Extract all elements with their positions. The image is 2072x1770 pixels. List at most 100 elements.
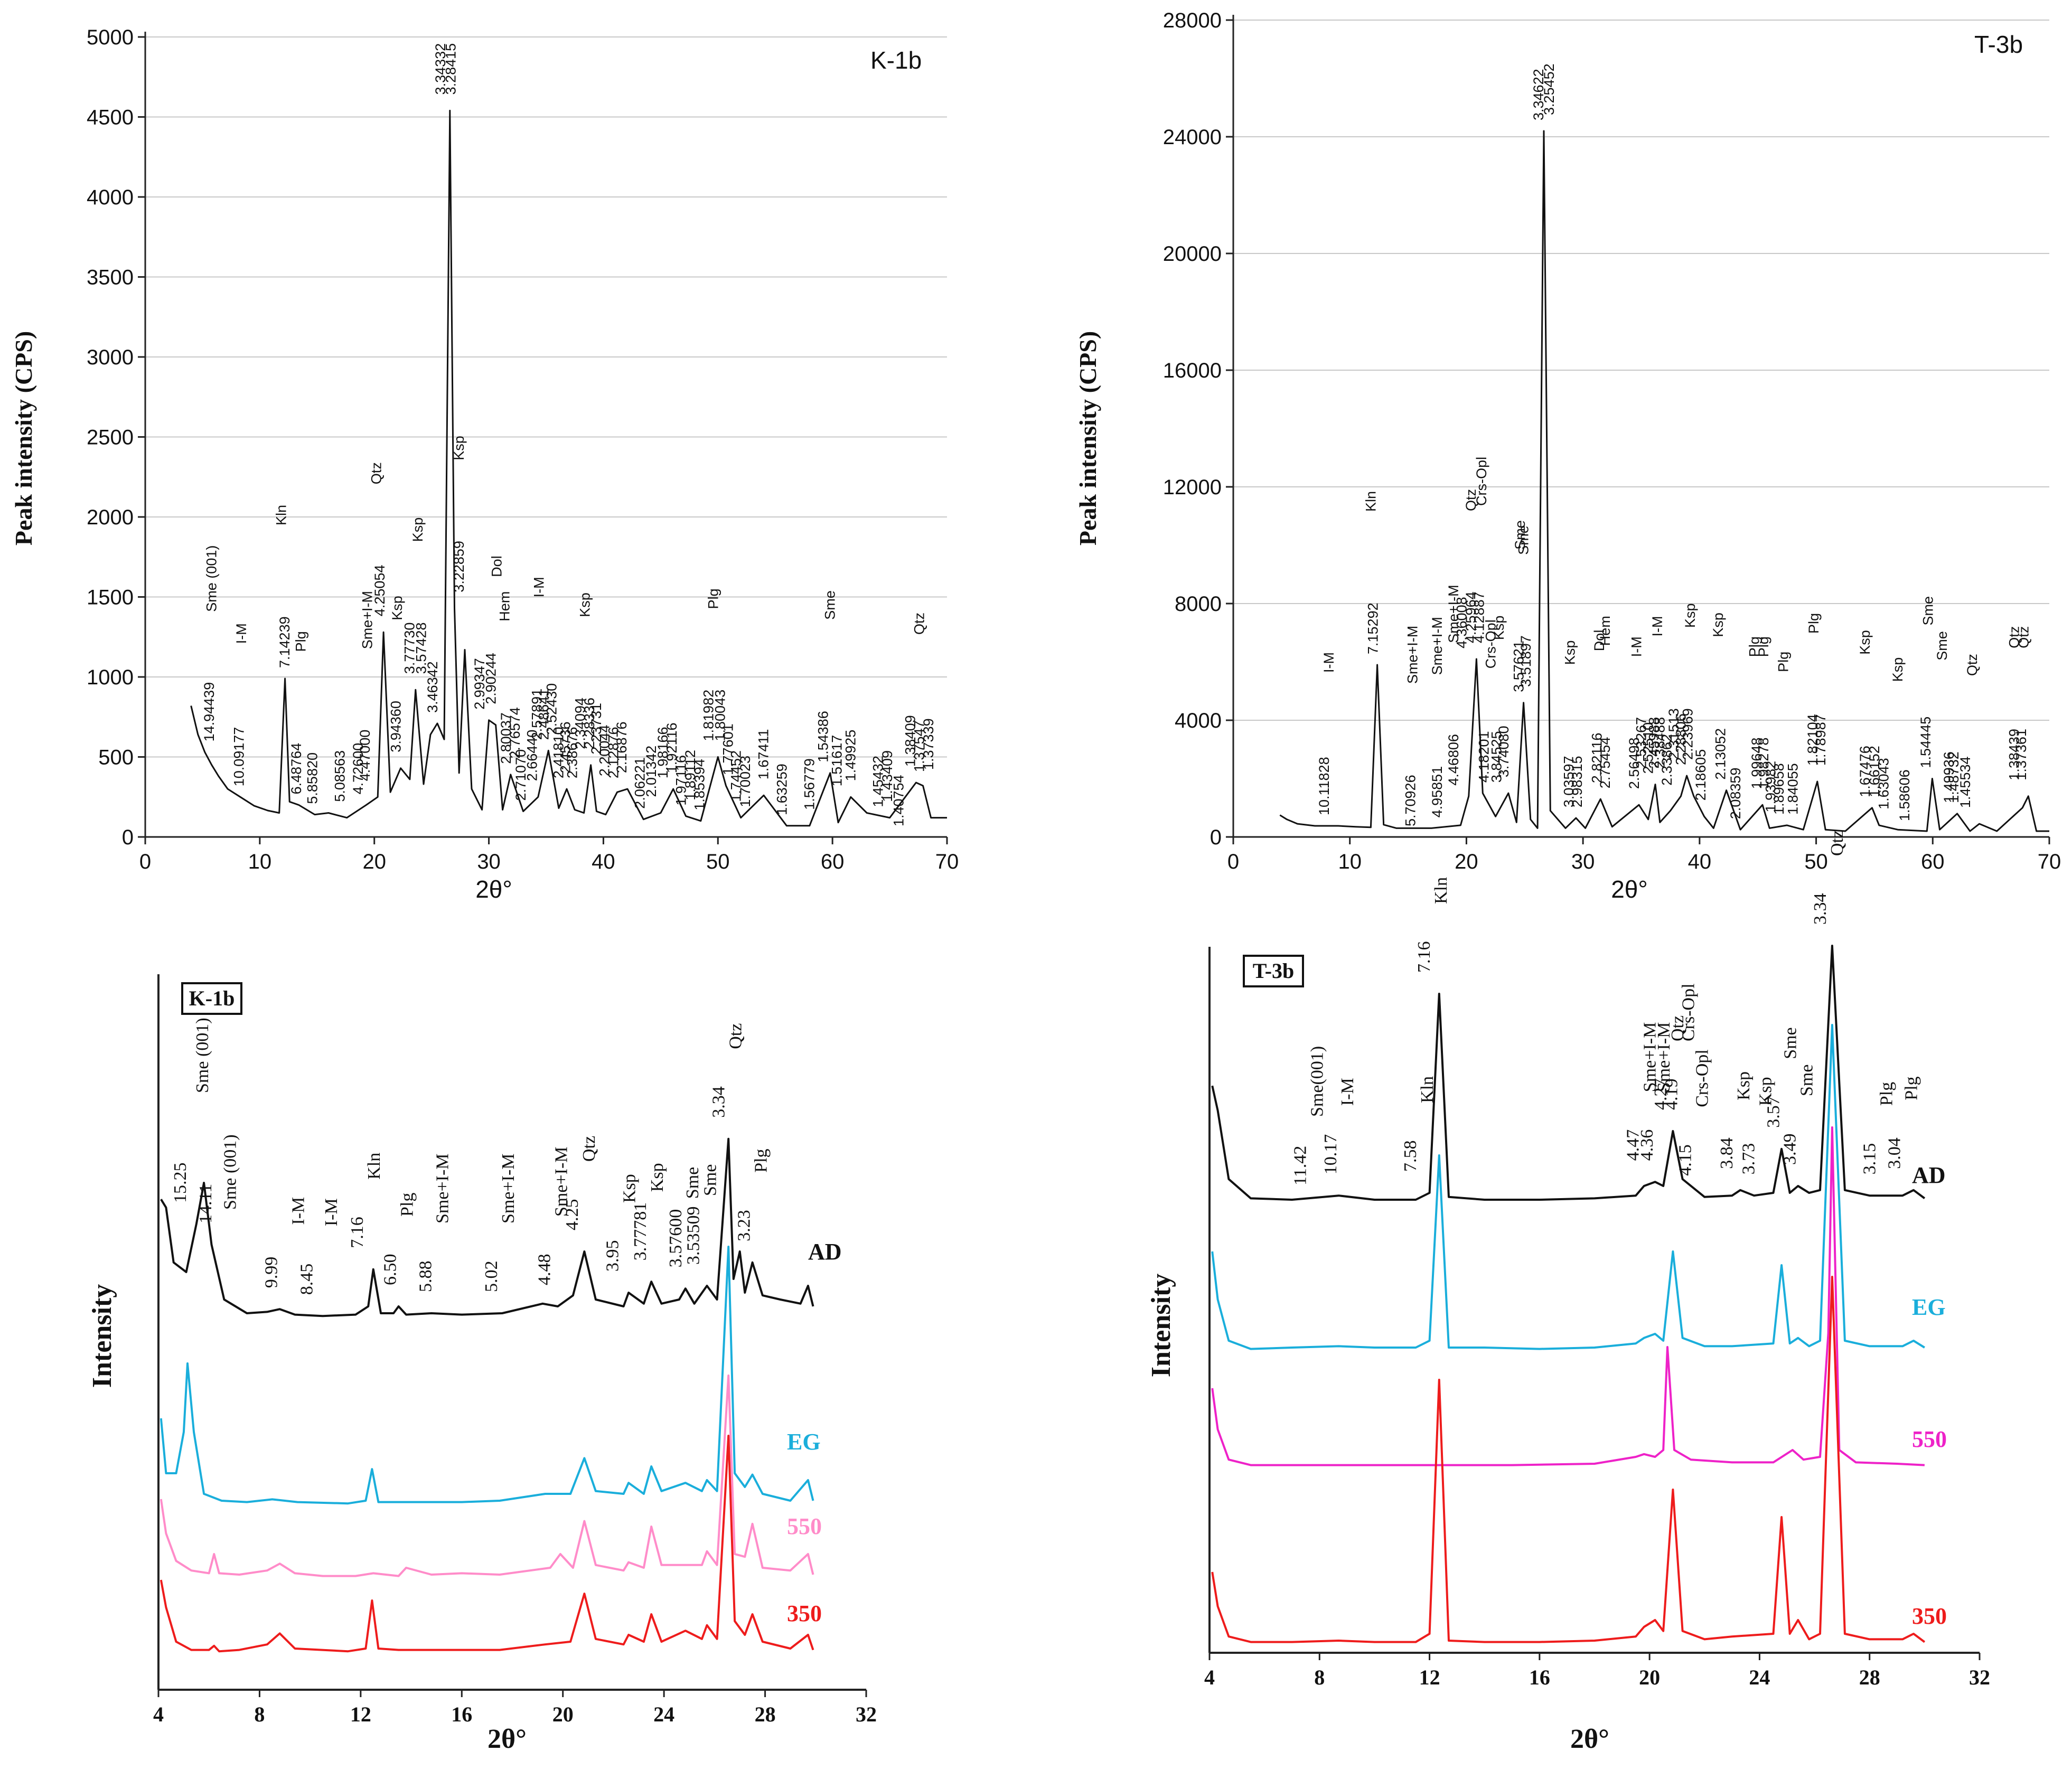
peak-label: 1.45534 bbox=[1957, 756, 1973, 808]
peak-label: 3.84 bbox=[1717, 1137, 1737, 1169]
peak-label: 2.52430 bbox=[544, 683, 560, 735]
peak-label: 3.46342 bbox=[425, 661, 440, 713]
peak-label: 1.37361 bbox=[2013, 729, 2029, 780]
peak-label: Sme+I-M bbox=[433, 1154, 452, 1224]
x-tick-label: 32 bbox=[1969, 1665, 1990, 1689]
peak-label: Plg bbox=[1806, 613, 1822, 634]
peak-label: 1.38409 bbox=[902, 715, 918, 767]
peak-label: 4.36008 bbox=[1454, 597, 1469, 648]
peak-label: 1.70023 bbox=[737, 756, 753, 807]
peak-label: 3.53509 bbox=[684, 1207, 704, 1265]
y-axis-label: Peak intensity (CPS) bbox=[1074, 331, 1101, 545]
peak-label: 2.56498 bbox=[1626, 738, 1642, 789]
peak-label: 3.74080 bbox=[1496, 726, 1512, 777]
peak-label: 1.48732 bbox=[1946, 751, 1962, 803]
series-line bbox=[160, 1435, 814, 1653]
x-tick-label: 8 bbox=[254, 1702, 265, 1726]
peak-label: 3.25452 bbox=[1541, 63, 1557, 115]
peak-label: Plg bbox=[1776, 652, 1792, 672]
peak-label: 1.63259 bbox=[774, 764, 790, 815]
series-line bbox=[160, 1374, 814, 1577]
peak-label: 1.92116 bbox=[664, 722, 680, 773]
peak-label: 3.57428 bbox=[413, 623, 429, 674]
peak-label: 1.77601 bbox=[720, 723, 736, 775]
peak-label: 2.90244 bbox=[483, 653, 499, 704]
series-name: 350 bbox=[1912, 1603, 1947, 1629]
x-axis-label: 2θ° bbox=[1611, 875, 1648, 903]
peak-label: Ksp bbox=[620, 1174, 640, 1203]
x-tick-label: 10 bbox=[1338, 850, 1362, 873]
y-tick-label: 1000 bbox=[87, 666, 134, 689]
peak-label: 1.82104 bbox=[1805, 714, 1821, 766]
sample-label: T-3b bbox=[1253, 959, 1295, 983]
peak-label: 7.16 bbox=[348, 1217, 367, 1248]
y-tick-label: 0 bbox=[1210, 826, 1222, 849]
x-axis-label: 2θ° bbox=[1570, 1724, 1609, 1754]
y-tick-label: 24000 bbox=[1163, 126, 1222, 149]
peak-label: 2.18605 bbox=[1693, 749, 1709, 801]
y-tick-label: 2000 bbox=[87, 506, 134, 529]
y-tick-label: 5000 bbox=[87, 26, 134, 49]
y-tick-label: 20000 bbox=[1163, 242, 1222, 266]
peak-label: 3.73 bbox=[1739, 1143, 1758, 1175]
peak-label: 2.31513 bbox=[1666, 708, 1682, 760]
x-tick-label: 4 bbox=[1204, 1665, 1215, 1689]
peak-label: 15.25 bbox=[171, 1163, 190, 1203]
peak-label: 7.58 bbox=[1401, 1141, 1420, 1172]
x-tick-label: 20 bbox=[1455, 850, 1478, 873]
peak-label: 2.06221 bbox=[632, 757, 648, 809]
peak-label: 2.45736 bbox=[558, 721, 574, 773]
peak-label: Kln bbox=[1418, 1076, 1437, 1103]
y-tick-label: 4000 bbox=[1175, 709, 1222, 732]
peak-label: 1.49936 bbox=[1941, 751, 1957, 803]
series-line bbox=[1211, 945, 1926, 1201]
sample-label: T-3b bbox=[1974, 31, 2023, 58]
peak-label: Plg bbox=[705, 588, 721, 609]
x-tick-label: 50 bbox=[1804, 850, 1828, 873]
x-tick-label: 12 bbox=[1419, 1665, 1440, 1689]
series-name: 550 bbox=[787, 1513, 822, 1539]
peak-label: 1.89112 bbox=[682, 750, 698, 801]
x-tick-label: 20 bbox=[362, 850, 386, 873]
peak-label: Hem bbox=[497, 591, 513, 622]
x-tick-label: 70 bbox=[2038, 850, 2061, 873]
peak-label: 10.11828 bbox=[1316, 757, 1332, 815]
x-tick-label: 30 bbox=[1571, 850, 1595, 873]
peak-label: Ksp bbox=[1491, 616, 1507, 641]
peak-label: 9.99 bbox=[262, 1257, 282, 1288]
x-tick-label: 60 bbox=[1921, 850, 1945, 873]
peak-label: 1.40754 bbox=[891, 775, 907, 826]
peak-label: Sme+I-M bbox=[1640, 1022, 1660, 1093]
peak-label: 4.47000 bbox=[357, 730, 373, 782]
peak-label: Kln bbox=[274, 505, 289, 525]
x-tick-label: 32 bbox=[856, 1702, 877, 1726]
peak-label: 2.75454 bbox=[1597, 737, 1613, 789]
peak-label: 5.02 bbox=[482, 1261, 501, 1293]
peak-label: Qtz bbox=[579, 1136, 599, 1162]
peak-label: 14.11 bbox=[196, 1184, 215, 1223]
peak-label: 3.77730 bbox=[402, 623, 418, 674]
peak-label: Kln bbox=[1431, 877, 1451, 904]
peak-label: 7.14239 bbox=[277, 616, 293, 668]
peak-label: Hem bbox=[1597, 616, 1613, 646]
peak-label: Sme bbox=[1934, 631, 1950, 661]
peak-label: 6.50 bbox=[380, 1254, 400, 1286]
peak-label: Sme bbox=[683, 1167, 702, 1199]
peak-label: 4.25 bbox=[562, 1199, 582, 1231]
x-tick-label: 16 bbox=[1529, 1665, 1550, 1689]
peak-label: 2.57891 bbox=[529, 689, 545, 740]
peak-label: 3.23 bbox=[734, 1210, 754, 1241]
peak-label: 1.98278 bbox=[1756, 738, 1771, 789]
peak-label: Ksp bbox=[1682, 603, 1698, 628]
peak-label: 2.99347 bbox=[472, 658, 487, 710]
x-tick-label: 28 bbox=[1859, 1665, 1880, 1689]
peak-label: Sme+I-M bbox=[1446, 585, 1461, 643]
peak-label: 4.95851 bbox=[1429, 766, 1445, 818]
peak-label: 3.03597 bbox=[1561, 756, 1577, 807]
peak-label: Sme bbox=[822, 590, 838, 620]
peak-label: 3.34 bbox=[1811, 893, 1830, 925]
y-tick-label: 8000 bbox=[1175, 592, 1222, 616]
x-tick-label: 0 bbox=[139, 850, 151, 873]
peak-label: Sme (001) bbox=[193, 1018, 212, 1093]
peak-label: 2.38488 bbox=[1652, 717, 1668, 769]
